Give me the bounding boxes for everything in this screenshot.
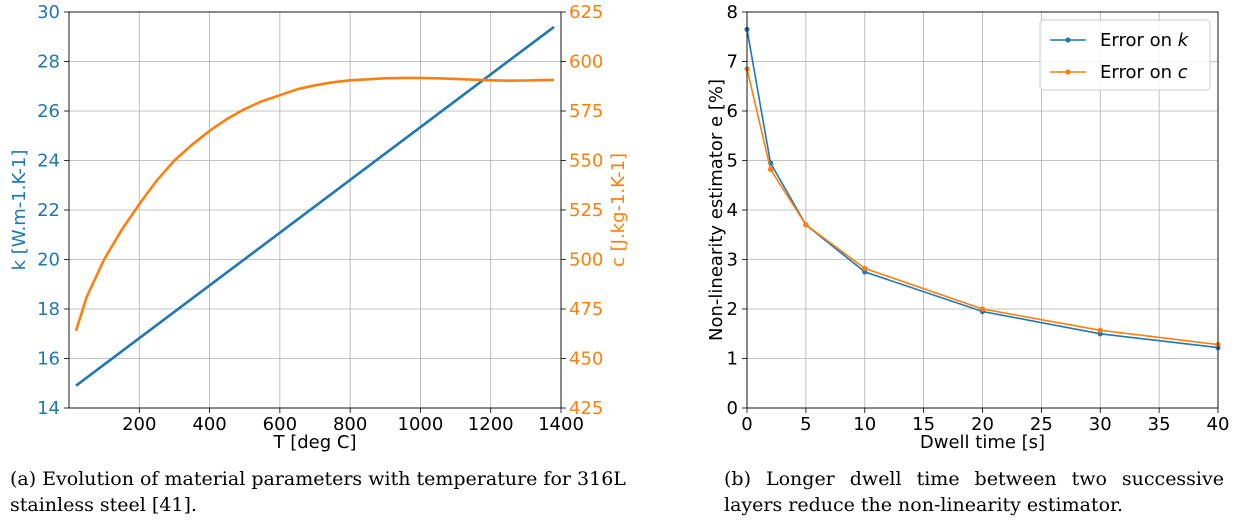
x-tick-label: 40	[1207, 414, 1230, 435]
y2-tick-label: 525	[569, 200, 603, 221]
x-tick-label: 600	[263, 414, 297, 435]
x-tick-label: 15	[912, 414, 935, 435]
data-point-error-c	[979, 306, 986, 312]
x-tick-label: 1400	[538, 414, 584, 435]
data-point-error-c	[767, 166, 774, 173]
series-line-k	[75, 25, 555, 387]
y-tick-label: 22	[37, 200, 60, 221]
x-tick-label: 25	[1030, 414, 1053, 435]
y2-axis-label: c [J.kg-1.K-1]	[608, 153, 629, 267]
y2-tick-label: 500	[569, 250, 603, 271]
y-tick-label: 8	[727, 2, 738, 23]
x-axis-label: Dwell time [s]	[920, 432, 1045, 453]
legend-label-symbol: k	[1178, 30, 1190, 51]
data-point-error-c	[803, 222, 809, 228]
chart-a-canvas: 200 400 600 800 1000 1200 1400 14 16 18 20 22 24 26 28…	[9, 2, 629, 453]
legend-marker-error-k	[1065, 37, 1071, 43]
plot-frame	[746, 11, 1219, 409]
legend-label-symbol: c	[1178, 62, 1188, 83]
y-tick-label: 1	[727, 349, 738, 370]
y-tick-label: 18	[37, 299, 60, 320]
y-tick-label: 0	[727, 398, 738, 419]
caption-b: (b) Longer dwell time between two succes…	[724, 468, 1224, 516]
legend-label-error-k: Error on k	[1100, 30, 1190, 51]
y2-tick-label: 450	[569, 349, 603, 370]
x-tick-label: 400	[192, 414, 226, 435]
legend-label-prefix: Error on	[1100, 62, 1178, 83]
y-axis-label: Non-linearity estimator e [%]	[706, 79, 727, 341]
y-tick-label: 16	[37, 349, 60, 370]
x-tick-label: 5	[800, 414, 811, 435]
data-point-error-c	[862, 265, 868, 272]
y2-tick-label: 575	[569, 101, 603, 122]
legend-label-error-c: Error on c	[1100, 62, 1188, 83]
y-tick-label: 14	[37, 398, 60, 419]
x-tick-label: 30	[1089, 414, 1112, 435]
x-tick-label: 10	[853, 414, 876, 435]
x-tick-label: 20	[971, 414, 994, 435]
y2-tick-label: 425	[569, 398, 603, 419]
legend-label-prefix: Error on	[1100, 30, 1178, 51]
y-tick-label: 30	[37, 2, 60, 23]
y-tick-label: 26	[37, 101, 60, 122]
y-tick-label: 4	[727, 200, 738, 221]
x-tick-label: 1200	[468, 414, 514, 435]
y-axis-label: k [W.m-1.K-1]	[9, 150, 30, 271]
x-tick-label: 1000	[398, 414, 444, 435]
legend-marker-error-c	[1065, 69, 1071, 75]
y2-tick-label: 600	[569, 52, 603, 73]
x-tick-label: 0	[741, 414, 752, 435]
y2-tick-label: 475	[569, 299, 603, 320]
y-tick-label: 7	[727, 52, 738, 73]
x-tick-label: 35	[1148, 414, 1171, 435]
y-tick-label: 20	[37, 250, 60, 271]
chart-material-parameters: 200 400 600 800 1000 1200 1400 14 16 18 20 22 24 26 28…	[0, 0, 640, 460]
y-tick-label: 3	[727, 250, 738, 271]
y-tick-label: 24	[37, 151, 60, 172]
y2-tick-label: 550	[569, 151, 603, 172]
x-axis-label: T [deg C]	[273, 432, 357, 453]
x-tick-label: 800	[333, 414, 367, 435]
y-tick-label: 5	[727, 151, 738, 172]
y2-tick-label: 625	[569, 2, 603, 23]
series-line-c	[74, 76, 555, 332]
x-tick-label: 200	[122, 414, 156, 435]
y-tick-label: 6	[727, 101, 738, 122]
y-tick-label: 28	[37, 52, 60, 73]
chart-dwell-time: 0 5 10 15 20 25 30 35 40 0 1 2 3 4 5 6 7 8 Error on k Error…	[700, 0, 1251, 460]
plot-frame	[68, 11, 562, 409]
y-tick-label: 2	[727, 299, 738, 320]
caption-a: (a) Evolution of material parameters wit…	[10, 468, 626, 516]
data-point-error-c	[1097, 327, 1103, 333]
